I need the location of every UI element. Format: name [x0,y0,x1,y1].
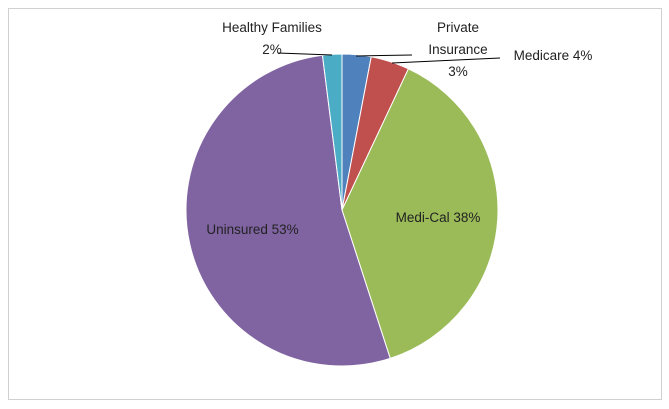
label-value: 53% [271,222,299,237]
pie-slice [321,53,343,211]
label-category: Uninsured [206,222,268,237]
label-value: 3% [448,64,468,79]
label-category: Medi-Cal [395,210,450,225]
label-value: 38% [453,210,481,225]
pie-slice [341,68,499,359]
label-category: Healthy Families [222,20,322,35]
pie-slice [185,54,391,367]
label-value: 4% [572,48,593,63]
leader-line [277,52,333,56]
leader-line [391,57,501,64]
data-label: Private Insurance 3% [418,17,498,83]
label-value: 2% [262,42,282,57]
leader-line [355,54,413,57]
data-label: Medi-Cal 38% [378,207,498,229]
label-category: Private Insurance [428,20,488,57]
data-label: Medicare 4% [498,45,608,67]
data-label: Healthy Families 2% [222,17,322,61]
label-category: Medicare [513,48,570,63]
data-label: Uninsured 53% [190,219,315,241]
